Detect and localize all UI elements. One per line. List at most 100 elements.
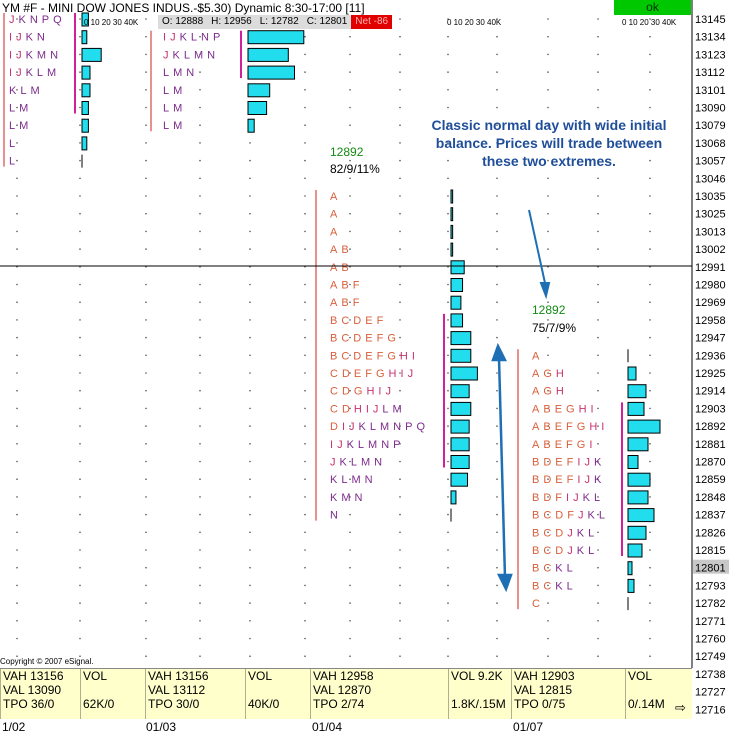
grid-dot (399, 319, 401, 321)
grid-dot (399, 142, 401, 144)
range-arrow (491, 342, 513, 593)
tpo-row: A (532, 350, 540, 362)
grid-dot (145, 566, 147, 569)
grid-dot (145, 407, 147, 410)
grid-dot (304, 177, 306, 180)
ohlc-open: O: 12888 (162, 16, 204, 27)
grid-dot (249, 372, 251, 374)
volume-bar (627, 490, 649, 505)
grid-dot (304, 531, 306, 534)
grid-dot (447, 124, 449, 126)
grid-dot (649, 566, 651, 569)
grid-dot (597, 319, 599, 321)
grid-dot (496, 637, 498, 640)
grid-dot (199, 319, 201, 321)
footer-stat-line: 62K/0 (83, 697, 115, 711)
footer-stat-line (628, 683, 692, 697)
grid-dot (349, 425, 351, 427)
grid-dot (16, 18, 18, 20)
grid-dot (447, 195, 449, 197)
grid-dot (304, 637, 306, 640)
grid-dot (447, 212, 449, 215)
grid-dot (496, 531, 498, 534)
grid-dot (79, 460, 81, 463)
grid-dot (79, 89, 81, 91)
day2-stats: 82/9/11% (330, 162, 380, 176)
grid-dot (79, 425, 81, 427)
price-axis-label: 13002 (695, 244, 726, 256)
grid-dot (547, 159, 549, 162)
grid-dot (199, 53, 201, 56)
grid-dot (547, 53, 549, 56)
grid-dot (349, 602, 351, 604)
grid-dot (399, 35, 401, 38)
grid-dot (597, 620, 599, 622)
grid-dot (349, 301, 351, 304)
volume-bar (627, 525, 647, 540)
volume-bar (450, 224, 454, 239)
grid-dot (597, 478, 599, 481)
grid-dot (496, 301, 498, 304)
grid-dot (249, 637, 251, 640)
scroll-right-icon[interactable]: ⇨ (675, 700, 686, 715)
grid-dot (304, 301, 306, 304)
ok-button[interactable]: ok (614, 0, 691, 15)
grid-dot (79, 177, 81, 180)
grid-dot (547, 336, 549, 339)
annotation-arrow (528, 209, 551, 300)
price-axis-label: 12749 (695, 651, 726, 663)
grid-dot (547, 513, 549, 516)
grid-dot (597, 655, 599, 657)
grid-dot (145, 301, 147, 304)
grid-dot (199, 407, 201, 410)
price-axis-label: 13090 (695, 103, 726, 115)
grid-dot (79, 283, 81, 286)
grid-dot (349, 142, 351, 144)
volume-bar (450, 295, 462, 310)
grid-dot (349, 460, 351, 463)
price-axis-label: 12815 (695, 545, 726, 557)
grid-dot (16, 142, 18, 144)
grid-dot (597, 71, 599, 73)
grid-dot (16, 620, 18, 622)
vol-scale-4: 0 10 20 30 40K (622, 18, 677, 27)
price-axis-label: 13145 (695, 14, 726, 26)
vol-scale-3: 0 10 20 30 40K (447, 18, 502, 27)
grid-dot (649, 496, 651, 498)
grid-dot (16, 460, 18, 463)
day2-info: 12892 82/9/11% (330, 145, 380, 176)
volume-bar (450, 455, 470, 469)
price-axis-label: 13101 (695, 85, 726, 97)
footer-stat-line: VOL (83, 669, 108, 683)
grid-dot (249, 336, 251, 339)
tpo-row: L (9, 138, 15, 150)
grid-dot (199, 283, 201, 286)
grid-dot (349, 637, 351, 640)
price-axis-label: 12947 (695, 333, 726, 345)
grid-dot (79, 124, 81, 126)
grid-dot (597, 549, 599, 551)
grid-dot (399, 336, 401, 339)
volume-bar (247, 101, 268, 115)
grid-dot (79, 602, 81, 604)
volume-bar (81, 65, 91, 80)
tpo-row: L (9, 156, 15, 168)
grid-dot (597, 212, 599, 215)
grid-dot (399, 212, 401, 215)
grid-dot (649, 655, 651, 657)
grid-dot (349, 566, 351, 569)
volume-bar (450, 401, 472, 416)
grid-dot (597, 637, 599, 640)
footer-stat-line: 40K/0 (248, 697, 280, 711)
grid-dot (447, 53, 449, 56)
price-axis-label: 12892 (695, 421, 726, 433)
grid-dot (447, 301, 449, 304)
